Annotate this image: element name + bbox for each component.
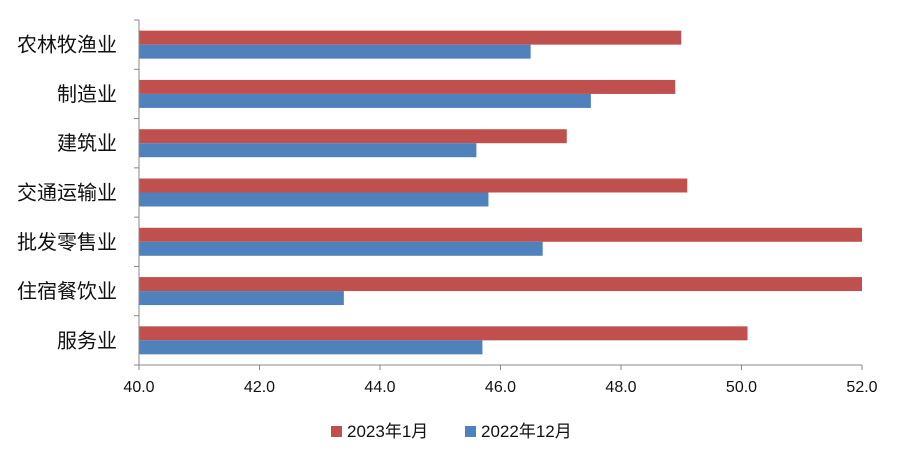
- bar-series2-6: [139, 340, 483, 355]
- x-tick-label: 52.0: [846, 379, 877, 396]
- bar-series2-1: [139, 93, 591, 108]
- category-label: 建筑业: [57, 131, 117, 155]
- category-label: 批发零售业: [17, 230, 117, 254]
- bar-series2-5: [139, 291, 344, 306]
- bars-group: [139, 30, 862, 355]
- legend-label-2: 2022年12月: [481, 422, 572, 441]
- x-tick-label: 46.0: [485, 379, 516, 396]
- x-tick-label: 40.0: [123, 379, 154, 396]
- category-label: 服务业: [57, 328, 117, 352]
- bar-series1-1: [139, 79, 676, 94]
- bar-series2-4: [139, 241, 543, 256]
- bar-series1-0: [139, 30, 682, 45]
- bar-series1-4: [139, 227, 862, 242]
- bar-series1-5: [139, 277, 862, 292]
- category-label: 农林牧渔业: [17, 33, 117, 57]
- legend-swatch-2: [465, 426, 476, 437]
- bar-series2-0: [139, 44, 531, 59]
- bar-series1-6: [139, 326, 748, 341]
- category-label: 交通运输业: [17, 181, 117, 205]
- category-label: 制造业: [57, 82, 117, 106]
- x-tick-label: 50.0: [726, 379, 757, 396]
- x-ticks-group: 40.0 42.0 44.0 46.0 48.0 50.0 52.0: [123, 19, 878, 396]
- bar-series2-3: [139, 192, 489, 207]
- bar-series1-3: [139, 178, 688, 193]
- x-tick-label: 42.0: [244, 379, 275, 396]
- legend-label-1: 2023年1月: [347, 422, 428, 441]
- x-tick-label: 48.0: [605, 379, 636, 396]
- x-tick-label: 44.0: [364, 379, 395, 396]
- bar-series1-2: [139, 129, 567, 144]
- legend-swatch-1: [331, 426, 342, 437]
- bar-series2-2: [139, 143, 477, 158]
- category-label: 住宿餐饮业: [17, 279, 117, 303]
- legend: 2023年1月 2022年12月: [331, 422, 572, 441]
